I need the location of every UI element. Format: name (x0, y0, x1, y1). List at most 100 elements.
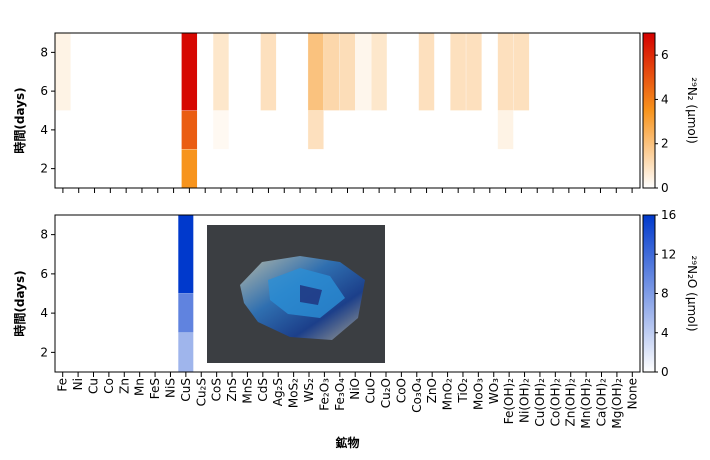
heat-cell (212, 110, 230, 150)
heat-cell (393, 293, 410, 333)
heat-cell (450, 149, 467, 189)
heat-cell (465, 149, 483, 189)
heat-cell (402, 149, 419, 189)
x-tick-label: Ni(OH)₂ (518, 378, 532, 423)
plot-frame (54, 214, 641, 373)
x-tick-label: Cu (86, 378, 100, 394)
x-tick-label: MnO₂ (441, 378, 455, 410)
heat-cell (455, 332, 471, 373)
x-tick-label: WO₃ (487, 378, 501, 404)
heat-cell (133, 149, 151, 189)
heat-cell (547, 332, 564, 373)
heat-cell (260, 149, 277, 189)
heat-cell (147, 214, 164, 294)
heat-cell (370, 32, 388, 111)
heat-cell (177, 214, 194, 294)
x-tick-label: MoS₂ (287, 378, 301, 408)
y-tick-label: 6 (40, 84, 48, 98)
heat-cell (497, 110, 514, 150)
y-axis-label: 時間(days) (12, 87, 27, 153)
heat-cell (513, 149, 530, 189)
x-tick-label: None (625, 378, 639, 409)
heat-cell (165, 32, 182, 111)
heat-cell (117, 32, 135, 111)
x-tick-label: ZnO (425, 378, 439, 403)
heat-cell (408, 293, 425, 333)
heat-cell (165, 110, 182, 150)
heat-cell (102, 32, 119, 111)
heat-cell (100, 214, 117, 294)
x-tick-label: Co(OH)₂ (548, 378, 562, 427)
heat-cell (54, 149, 72, 189)
heat-cell (386, 32, 404, 111)
heat-cell (402, 32, 419, 111)
heat-cell (455, 214, 471, 294)
x-tick-label: Ca(OH)₂ (595, 378, 609, 427)
colorbar-tick-label: 4 (661, 326, 669, 340)
heat-cell (402, 110, 419, 150)
heat-cell (481, 32, 498, 111)
heat-cell (355, 110, 372, 150)
x-tick-label: Fe (56, 378, 70, 392)
x-tick-label: CoS (210, 378, 224, 401)
heat-cell (85, 293, 102, 333)
heat-cell (177, 332, 194, 373)
colorbar-tick-label: 2 (661, 137, 669, 151)
heat-cell (86, 32, 103, 111)
x-tick-label: MnS (240, 378, 254, 404)
heat-cell (193, 332, 210, 373)
heat-cell (418, 110, 435, 150)
heat-cell (485, 332, 502, 373)
heat-cell (228, 32, 245, 111)
heat-cell (578, 332, 595, 373)
colorbar-tick-label: 8 (661, 287, 669, 301)
x-tick-label: Fe₃O₄ (333, 378, 347, 411)
heat-cell (307, 149, 325, 189)
heat-cell (70, 214, 87, 294)
heat-cell (339, 32, 356, 111)
colorbar (642, 214, 656, 373)
heat-cell (260, 32, 277, 111)
heat-cell (162, 293, 179, 333)
heat-cell (291, 32, 309, 111)
x-tick-label: MoO₃ (471, 378, 485, 410)
heat-cell (307, 32, 325, 111)
heat-cell (276, 149, 293, 189)
x-tick-label: Cu(OH)₂ (533, 378, 547, 427)
heat-cell (544, 110, 562, 150)
heat-cell (181, 32, 198, 111)
heat-cell (592, 110, 609, 150)
heat-cell (370, 149, 388, 189)
heat-cell (291, 149, 309, 189)
heat-cell (54, 110, 72, 150)
colorbar-label: ²⁹N₂ (μmol) (685, 77, 699, 144)
heat-cell (544, 149, 562, 189)
heat-cell (592, 32, 609, 111)
heat-cell (513, 32, 530, 111)
heat-cell (578, 293, 595, 333)
heat-cell (608, 293, 625, 333)
colorbar-label: ²⁹N₂O (μmol) (685, 255, 699, 331)
heat-cell (608, 149, 625, 189)
x-tick-label: Ag₂S (271, 378, 285, 406)
heat-cell (212, 149, 230, 189)
heat-cell (70, 149, 87, 189)
heat-cell (386, 110, 404, 150)
colorbar-tick-label: 4 (661, 92, 669, 106)
heat-cell (501, 293, 518, 333)
heat-cell (386, 149, 404, 189)
heat-cell (608, 332, 625, 373)
heat-cell (470, 293, 487, 333)
heat-cell (54, 214, 71, 294)
x-tick-label: ZnS (225, 378, 239, 401)
heat-cell (100, 293, 117, 333)
heat-cell (323, 149, 340, 189)
heat-cell (608, 32, 625, 111)
heat-cell (323, 32, 340, 111)
heat-cell (465, 32, 483, 111)
y-tick-label: 8 (40, 228, 48, 242)
heat-cell (162, 332, 179, 373)
heat-cell (516, 293, 533, 333)
heat-cell (244, 32, 261, 111)
x-tick-label: Cu₂O (379, 378, 393, 408)
